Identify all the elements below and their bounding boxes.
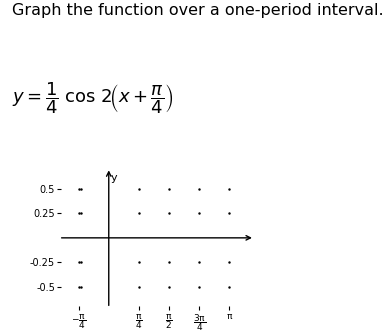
- Text: $y = \dfrac{1}{4}\ \mathrm{cos}\ 2\!\left(x + \dfrac{\pi}{4}\right)$: $y = \dfrac{1}{4}\ \mathrm{cos}\ 2\!\lef…: [12, 80, 173, 116]
- Text: Graph the function over a one-period interval.: Graph the function over a one-period int…: [12, 3, 383, 18]
- Text: y: y: [111, 173, 117, 183]
